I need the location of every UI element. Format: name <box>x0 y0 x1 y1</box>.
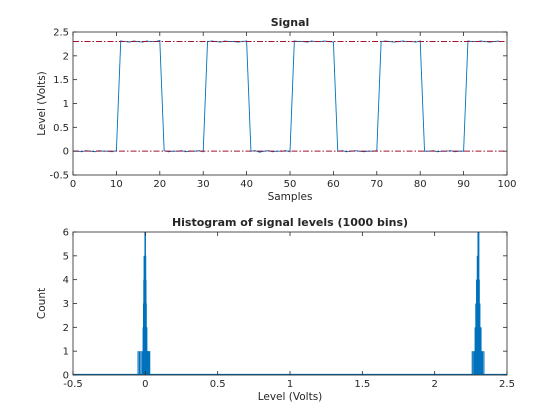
y-tick-label: 6 <box>63 228 69 239</box>
x-tick-label: -0.5 <box>63 379 83 390</box>
x-tick-label: 2.5 <box>499 379 515 390</box>
data-point <box>102 150 104 152</box>
x-tick-label: 90 <box>457 179 470 190</box>
data-point <box>324 40 326 42</box>
data-point <box>263 150 265 152</box>
y-tick-label: 3 <box>63 299 69 310</box>
data-point <box>367 150 369 152</box>
x-axis-label: Samples <box>268 191 313 203</box>
data-point <box>393 41 395 43</box>
y-tick-label: 0.5 <box>53 123 69 134</box>
data-point <box>428 150 430 152</box>
x-tick-label: 2 <box>431 379 437 390</box>
data-point <box>389 40 391 43</box>
x-tick-label: 100 <box>497 179 516 190</box>
data-point <box>463 150 465 152</box>
y-tick-label: 0 <box>63 371 69 382</box>
y-tick-label: -0.5 <box>49 171 69 182</box>
y-tick-label: 2 <box>63 51 69 62</box>
data-point <box>94 151 96 153</box>
x-tick-label: 20 <box>153 179 166 190</box>
x-tick-label: 1 <box>287 379 293 390</box>
x-tick-label: 70 <box>370 179 383 190</box>
data-point <box>232 40 235 43</box>
data-point <box>458 150 460 152</box>
data-point <box>137 40 139 43</box>
data-point <box>159 39 161 42</box>
data-point <box>193 150 196 152</box>
data-point <box>163 150 165 152</box>
data-point <box>332 41 334 43</box>
x-tick-label: 1.5 <box>354 379 370 390</box>
x-tick-label: 0.5 <box>210 379 226 390</box>
y-axis-label: Level (Volts) <box>36 71 48 136</box>
y-tick-label: 1 <box>63 347 69 358</box>
data-point <box>358 150 361 152</box>
x-tick-label: 50 <box>284 179 297 190</box>
signal-axes: 0 10 20 30 40 50 60 70 80 90 100-0.500.511.522.5Si… <box>36 16 517 203</box>
chart-title: Histogram of signal levels (1000 bins) <box>172 216 408 229</box>
data-point <box>298 40 300 43</box>
y-tick-label: 2.5 <box>53 28 69 39</box>
data-point <box>228 40 230 43</box>
x-tick-label: 0 <box>70 179 76 190</box>
data-point <box>128 41 131 43</box>
x-tick-label: 30 <box>197 179 210 190</box>
y-axis-label: Count <box>36 288 48 319</box>
y-tick-label: 2 <box>63 323 69 334</box>
chart-title: Signal <box>271 16 310 29</box>
x-tick-label: 0 <box>142 379 148 390</box>
plot-area <box>73 32 507 175</box>
data-point <box>423 150 426 152</box>
x-tick-label: 80 <box>414 179 427 190</box>
data-point <box>198 150 200 152</box>
y-tick-label: 1.5 <box>53 75 69 86</box>
x-tick-label: 40 <box>240 179 253 190</box>
data-point <box>493 40 495 43</box>
data-point <box>259 151 261 153</box>
data-point <box>289 151 291 153</box>
x-axis-label: Level (Volts) <box>258 391 323 403</box>
x-tick-label: 60 <box>327 179 340 190</box>
x-tick-label: 10 <box>110 179 123 190</box>
y-tick-label: 0 <box>63 147 69 158</box>
y-tick-label: 5 <box>63 251 69 262</box>
y-tick-label: 4 <box>63 275 69 286</box>
y-tick-label: 1 <box>63 99 69 110</box>
